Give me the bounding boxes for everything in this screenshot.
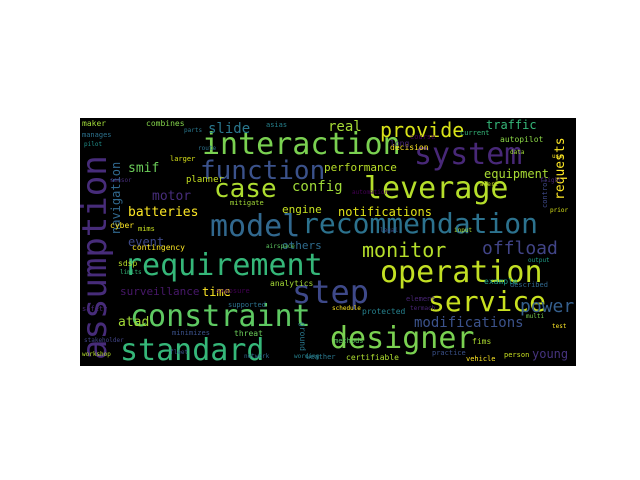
- word: designer: [330, 321, 475, 356]
- word: sensor: [110, 177, 132, 184]
- word: stakeholder: [84, 337, 124, 344]
- word: schedule: [332, 305, 361, 312]
- word: system: [414, 137, 523, 172]
- word: termach: [410, 305, 436, 312]
- word: batteries: [128, 205, 199, 220]
- word: case: [214, 174, 277, 204]
- word: manages: [82, 131, 112, 139]
- word: minimizes: [172, 329, 210, 337]
- word: limits: [120, 269, 142, 276]
- word: person: [504, 351, 530, 359]
- word: ground: [298, 322, 307, 351]
- word: airspace: [266, 243, 295, 250]
- word: young: [532, 347, 569, 361]
- word: recommendation: [302, 207, 539, 240]
- word: smif: [128, 161, 160, 176]
- word: flight: [540, 177, 562, 184]
- word: analytics: [270, 279, 314, 288]
- word: maker: [82, 119, 107, 128]
- word: fleet: [170, 349, 189, 356]
- word: event: [128, 235, 165, 249]
- word: sdsp: [118, 259, 138, 268]
- word: atad: [118, 315, 150, 330]
- word: vehicle: [466, 355, 496, 363]
- word-cloud: interaction system recommendation model …: [80, 118, 576, 366]
- word: use: [552, 153, 563, 160]
- word: workshop: [82, 351, 111, 358]
- word: traffic: [486, 118, 537, 132]
- word: threat: [234, 329, 263, 338]
- word: performance: [324, 161, 397, 174]
- word: mims: [138, 225, 155, 233]
- word: time: [202, 285, 231, 299]
- word: current: [460, 129, 490, 137]
- word: real: [328, 119, 362, 135]
- word: asias: [266, 121, 288, 129]
- word: power: [520, 296, 575, 317]
- word: data: [510, 149, 525, 156]
- word: legal: [380, 227, 399, 234]
- word: safety: [82, 305, 108, 313]
- word: decision: [390, 143, 429, 152]
- word: model: [210, 209, 301, 244]
- word: notifications: [338, 205, 432, 219]
- word: modifications: [414, 315, 524, 331]
- word: operation: [380, 255, 543, 290]
- word: example: [484, 277, 518, 286]
- word: requests: [553, 137, 568, 200]
- word: autopilot: [500, 135, 544, 144]
- word: network: [244, 353, 270, 360]
- word: standard: [120, 333, 265, 366]
- word: equipment: [484, 167, 550, 181]
- word: larger: [170, 155, 196, 163]
- word: requirement: [124, 248, 323, 283]
- word: prior: [550, 207, 569, 214]
- word: test: [552, 323, 567, 330]
- word: wording: [294, 353, 320, 360]
- word: others: [282, 239, 322, 252]
- word: provide: [380, 118, 465, 142]
- word: supported: [228, 301, 266, 309]
- word: motor: [152, 189, 192, 204]
- word: described: [510, 281, 548, 289]
- word: constraint: [130, 299, 311, 334]
- word: automation: [352, 189, 389, 196]
- word: surveillance: [120, 285, 200, 298]
- word: service: [428, 285, 547, 318]
- word: assumption: [80, 155, 115, 360]
- word: weather: [306, 353, 336, 361]
- word: step: [292, 273, 370, 311]
- word: combines: [146, 119, 185, 128]
- word: certifiable: [346, 353, 399, 362]
- word: input: [454, 227, 473, 234]
- word: cyber: [110, 221, 135, 230]
- word: slide: [208, 121, 251, 137]
- word: monitor: [362, 238, 447, 262]
- word: practice: [432, 349, 466, 357]
- word: function: [200, 156, 326, 186]
- word: mitigate: [230, 199, 264, 207]
- word: alert: [480, 181, 499, 188]
- word: config: [292, 179, 343, 195]
- word: long: [390, 139, 410, 148]
- word: element: [406, 295, 436, 303]
- word: interaction: [202, 127, 401, 162]
- word: methods: [334, 337, 364, 345]
- word: offload: [482, 238, 558, 259]
- word: multi: [526, 313, 545, 320]
- word: engine: [282, 203, 322, 216]
- word: contingency: [132, 243, 185, 252]
- word: planner: [186, 175, 224, 185]
- word: protected: [362, 307, 406, 316]
- word: course: [410, 133, 436, 141]
- word: route: [198, 145, 217, 152]
- word: leverage: [364, 171, 509, 206]
- word: parts: [184, 127, 203, 134]
- word: fims: [472, 337, 492, 346]
- word: exposure: [216, 287, 250, 295]
- word: output: [528, 257, 550, 264]
- word: pilot: [84, 141, 103, 148]
